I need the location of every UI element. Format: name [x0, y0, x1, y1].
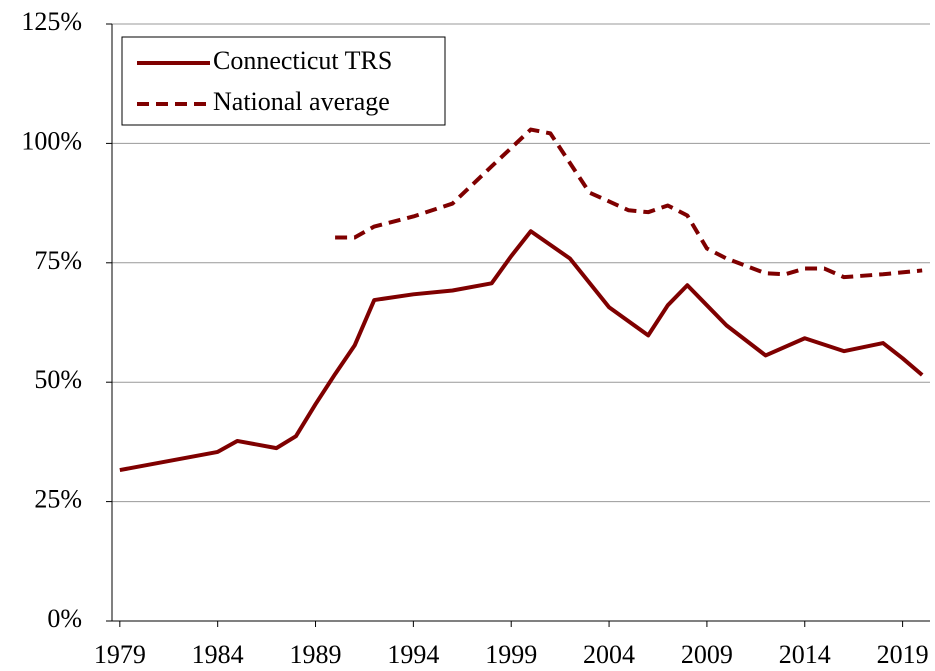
- x-tick-label: 1994: [387, 640, 439, 669]
- x-tick-label: 2014: [779, 640, 831, 669]
- y-tick-label: 25%: [34, 485, 82, 514]
- data-line: [335, 127, 923, 280]
- x-tick-label: 1979: [94, 640, 146, 669]
- x-tick-label: 2004: [583, 640, 635, 669]
- legend-box: [121, 36, 446, 126]
- x-tick-label: 1999: [485, 640, 537, 669]
- y-tick-label: 50%: [34, 365, 82, 394]
- x-tick-label: 1984: [192, 640, 244, 669]
- x-tick-label: 2009: [681, 640, 733, 669]
- y-tick-label: 125%: [21, 7, 82, 36]
- y-tick-label: 100%: [21, 126, 82, 155]
- x-tick-label: 2019: [877, 640, 929, 669]
- legend-label: National average: [213, 87, 390, 116]
- legend-label: Connecticut TRS: [213, 46, 392, 75]
- y-tick-label: 0%: [47, 604, 82, 633]
- data-line: [119, 229, 924, 473]
- y-tick-label: 75%: [34, 246, 82, 275]
- x-tick-label: 1989: [290, 640, 342, 669]
